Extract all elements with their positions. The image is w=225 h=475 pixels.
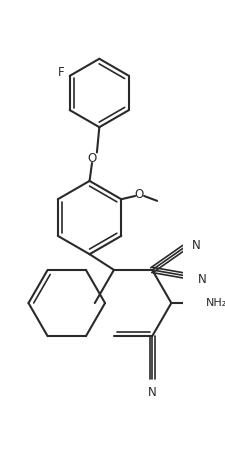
Text: N: N [191,238,200,252]
Text: O: O [135,188,144,201]
Text: N: N [198,273,207,285]
Text: N: N [148,386,157,399]
Text: F: F [58,66,65,79]
Text: NH₂: NH₂ [205,298,225,308]
Text: O: O [87,152,97,165]
